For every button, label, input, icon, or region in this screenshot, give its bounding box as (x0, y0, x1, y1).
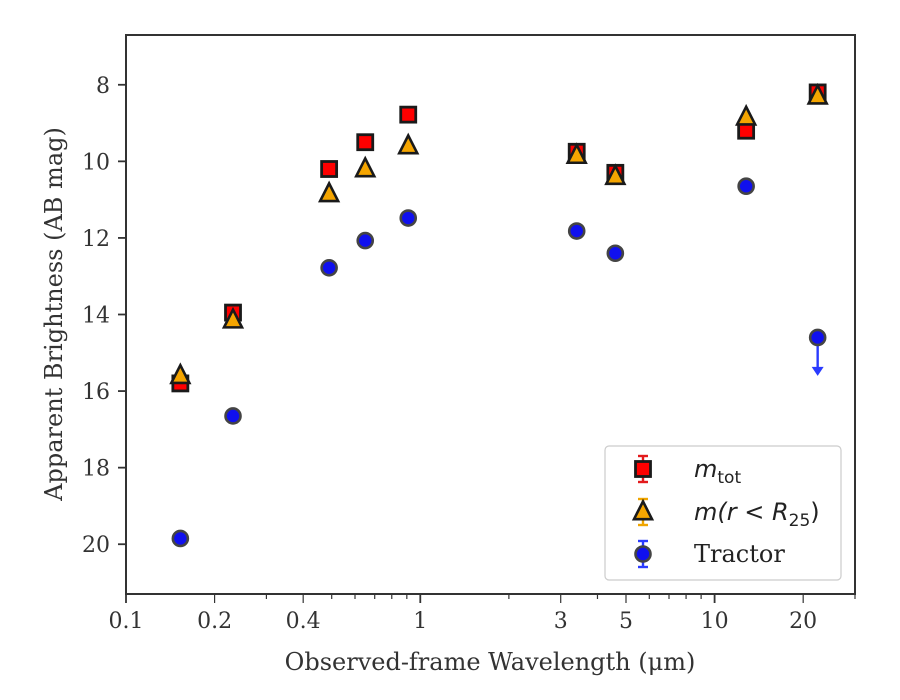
legend-marker (631, 498, 655, 521)
legend-label-subscript: tot (717, 468, 741, 488)
x-tick-label: 20 (789, 609, 817, 634)
x-axis-ticks: 0.1 0.2 0.4 1 3 5 10 20 (109, 594, 856, 634)
data-point (354, 155, 377, 178)
data-point (399, 105, 418, 124)
y-tick-label: 12 (82, 227, 110, 252)
legend: mtot m(r < R25) Tractor (604, 445, 842, 581)
data-point (356, 133, 375, 152)
legend-label: m(r < R25) (694, 498, 820, 531)
legend-marker (634, 545, 652, 563)
legend-label: mtot (694, 455, 741, 488)
y-tick-label: 10 (82, 150, 110, 175)
data-point (224, 407, 242, 425)
data-point (606, 244, 625, 263)
legend-marker (634, 460, 652, 478)
x-tick-label: 5 (619, 609, 633, 634)
x-axis-label: Observed-frame Wavelength (μm) (285, 648, 696, 676)
data-point (171, 529, 190, 548)
data-point (399, 209, 418, 227)
data-point (397, 132, 420, 155)
x-tick-label: 3 (554, 609, 568, 634)
legend-label-main: Tractor (694, 540, 785, 568)
data-point (604, 163, 627, 186)
y-axis-ticks: 8 10 12 14 16 18 20 (82, 74, 126, 558)
data-marks (169, 82, 829, 548)
legend-label-suffix: ) (810, 498, 819, 526)
legend-box (604, 445, 842, 581)
y-tick-label: 20 (82, 533, 110, 558)
data-point (567, 222, 586, 240)
y-tick-label: 8 (96, 74, 110, 99)
y-axis-label: Apparent Brightness (AB mag) (40, 127, 68, 502)
legend-label-main: m (694, 455, 717, 483)
data-point (737, 177, 755, 196)
data-point (221, 306, 245, 329)
y-tick-label: 14 (82, 304, 110, 329)
data-point (806, 82, 829, 105)
x-tick-label: 10 (701, 609, 729, 634)
legend-label-subscript: 25 (789, 511, 811, 531)
legend-label-main: m(r < R (694, 498, 789, 526)
y-tick-label: 18 (82, 457, 110, 482)
data-point (808, 328, 827, 347)
data-point (169, 362, 192, 385)
data-point (356, 231, 375, 250)
data-point (320, 258, 338, 277)
data-point (320, 160, 339, 178)
x-tick-label: 1 (413, 609, 427, 634)
x-tick-label: 0.4 (286, 609, 321, 634)
upper-limit-arrow-head (811, 366, 824, 376)
data-point (735, 103, 758, 126)
y-tick-label: 16 (82, 380, 110, 405)
data-point (317, 180, 341, 203)
x-tick-label: 0.2 (197, 609, 232, 634)
x-tick-label: 0.1 (109, 609, 144, 634)
legend-label: Tractor (694, 540, 785, 568)
data-point (565, 142, 588, 165)
